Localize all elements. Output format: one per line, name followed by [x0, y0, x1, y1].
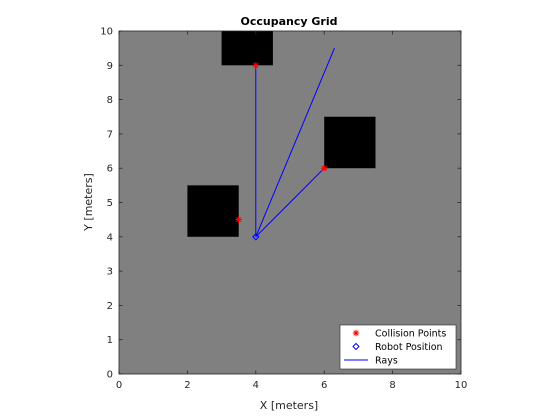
x-tick-label: 10: [455, 380, 468, 391]
legend-robot-marker: [352, 342, 360, 351]
y-axis-label: Y [meters]: [82, 173, 95, 232]
chart-title: Occupancy Grid: [241, 15, 338, 28]
x-tick-label: 8: [389, 380, 395, 391]
x-tick-label: 4: [253, 380, 259, 391]
x-tick-label: 6: [321, 380, 327, 391]
ray-3: [255, 167, 325, 238]
legend-collision-marker: [352, 329, 360, 337]
y-tick-label: 3: [107, 267, 113, 278]
y-tick-label: 7: [107, 129, 113, 140]
x-axis-label: X [meters]: [260, 399, 318, 412]
collision-point-1: [252, 62, 259, 69]
y-tick-label: 1: [107, 335, 113, 346]
x-tick-label: 0: [116, 380, 122, 391]
collision-point-2: [321, 165, 328, 172]
legend-entry-label: Robot Position: [375, 342, 443, 353]
y-tick-label: 8: [107, 95, 113, 106]
legend: Collision Points Robot Position Rays: [339, 324, 457, 370]
robot-position-marker: [252, 233, 260, 241]
legend-box: [339, 324, 457, 370]
plot-area: [119, 31, 461, 374]
y-tick-label: 6: [107, 164, 113, 175]
y-tick-label: 10: [100, 27, 113, 38]
axes: 0 2 4 6 8 10 0 1 2 3 4 5 6 7 8 9 10: [100, 27, 467, 392]
y-tick-label: 9: [107, 61, 113, 72]
y-tick-label: 4: [107, 232, 113, 243]
y-tick-label: 2: [107, 301, 113, 312]
y-tick-label: 5: [107, 198, 113, 209]
x-tick-label: 2: [184, 380, 190, 391]
y-tick-label: 0: [107, 370, 113, 381]
legend-entry-label: Rays: [375, 355, 398, 366]
collision-point-3: [235, 216, 242, 223]
ray-2: [255, 47, 335, 237]
obstacle-3: [187, 185, 239, 237]
legend-entry-label: Collision Points: [375, 328, 446, 339]
obstacle-1: [221, 31, 273, 66]
obstacle-2: [324, 116, 376, 169]
